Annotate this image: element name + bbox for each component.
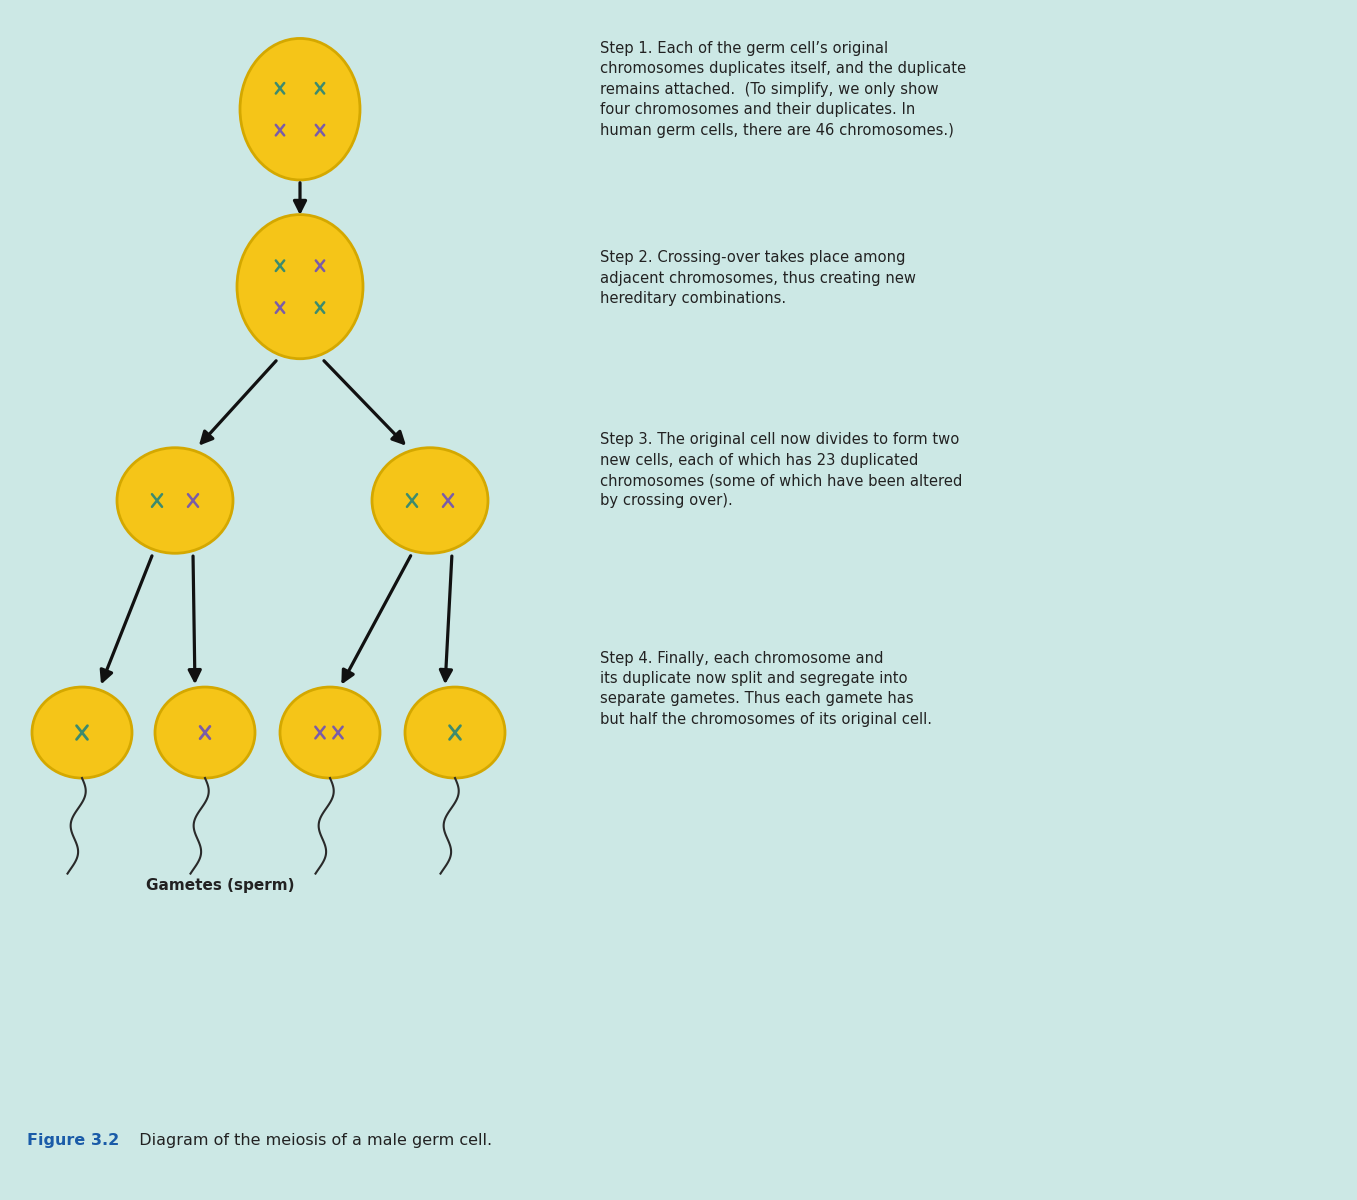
Ellipse shape bbox=[155, 688, 255, 778]
Ellipse shape bbox=[237, 215, 364, 359]
Text: Gametes (sperm): Gametes (sperm) bbox=[145, 878, 294, 893]
Ellipse shape bbox=[240, 38, 360, 180]
Text: Diagram of the meiosis of a male germ cell.: Diagram of the meiosis of a male germ ce… bbox=[129, 1133, 493, 1148]
Ellipse shape bbox=[280, 688, 380, 778]
Ellipse shape bbox=[404, 688, 505, 778]
Text: Figure 3.2: Figure 3.2 bbox=[27, 1133, 119, 1148]
Text: Step 4. Finally, each chromosome and
its duplicate now split and segregate into
: Step 4. Finally, each chromosome and its… bbox=[600, 650, 932, 727]
Ellipse shape bbox=[117, 448, 233, 553]
Ellipse shape bbox=[33, 688, 132, 778]
Text: Step 3. The original cell now divides to form two
new cells, each of which has 2: Step 3. The original cell now divides to… bbox=[600, 432, 962, 509]
Text: Step 2. Crossing-over takes place among
adjacent chromosomes, thus creating new
: Step 2. Crossing-over takes place among … bbox=[600, 251, 916, 306]
Ellipse shape bbox=[372, 448, 489, 553]
Text: Step 1. Each of the germ cell’s original
chromosomes duplicates itself, and the : Step 1. Each of the germ cell’s original… bbox=[600, 41, 966, 138]
